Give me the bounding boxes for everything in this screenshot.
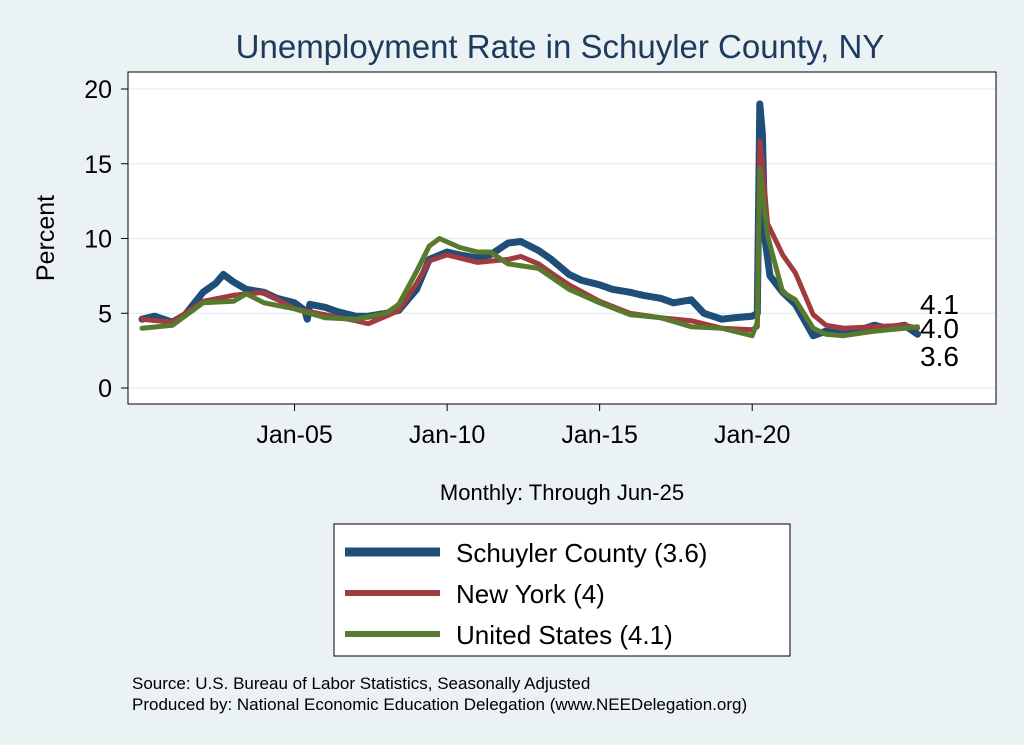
legend-label-0: Schuyler County (3.6)	[456, 538, 707, 568]
gridlines	[129, 88, 995, 389]
end-label-us: 4.1	[920, 289, 959, 320]
x-axis: Jan-05 Jan-10 Jan-15 Jan-20	[256, 404, 790, 449]
x-tick-label: Jan-15	[561, 421, 637, 449]
end-label-county: 3.6	[920, 341, 959, 372]
y-tick-label: 15	[84, 151, 112, 179]
chart-title: Unemployment Rate in Schuyler County, NY	[236, 28, 885, 65]
legend: Schuyler County (3.6) New York (4) United …	[333, 523, 791, 657]
y-tick-label: 20	[84, 76, 112, 104]
x-axis-title: Monthly: Through Jun-25	[440, 480, 684, 505]
y-tick-label: 0	[98, 375, 112, 403]
source-line: Source: U.S. Bureau of Labor Statistics,…	[132, 674, 590, 693]
end-label-ny: 4.0	[920, 313, 959, 344]
y-axis-title: Percent	[32, 195, 60, 281]
legend-label-1: New York (4)	[456, 579, 605, 609]
x-tick-label: Jan-05	[256, 421, 332, 449]
series-lines	[138, 100, 921, 340]
producer-line: Produced by: National Economic Education…	[132, 695, 747, 714]
series-line-2	[139, 165, 920, 339]
x-tick-label: Jan-10	[409, 421, 485, 449]
y-tick-label: 10	[84, 226, 112, 254]
y-axis: 0 5 10 15 20	[84, 76, 128, 403]
legend-label-2: United States (4.1)	[456, 620, 673, 650]
x-tick-label: Jan-20	[714, 421, 790, 449]
y-tick-label: 5	[98, 300, 112, 328]
end-labels: 4.1 4.0 3.6	[920, 289, 959, 372]
